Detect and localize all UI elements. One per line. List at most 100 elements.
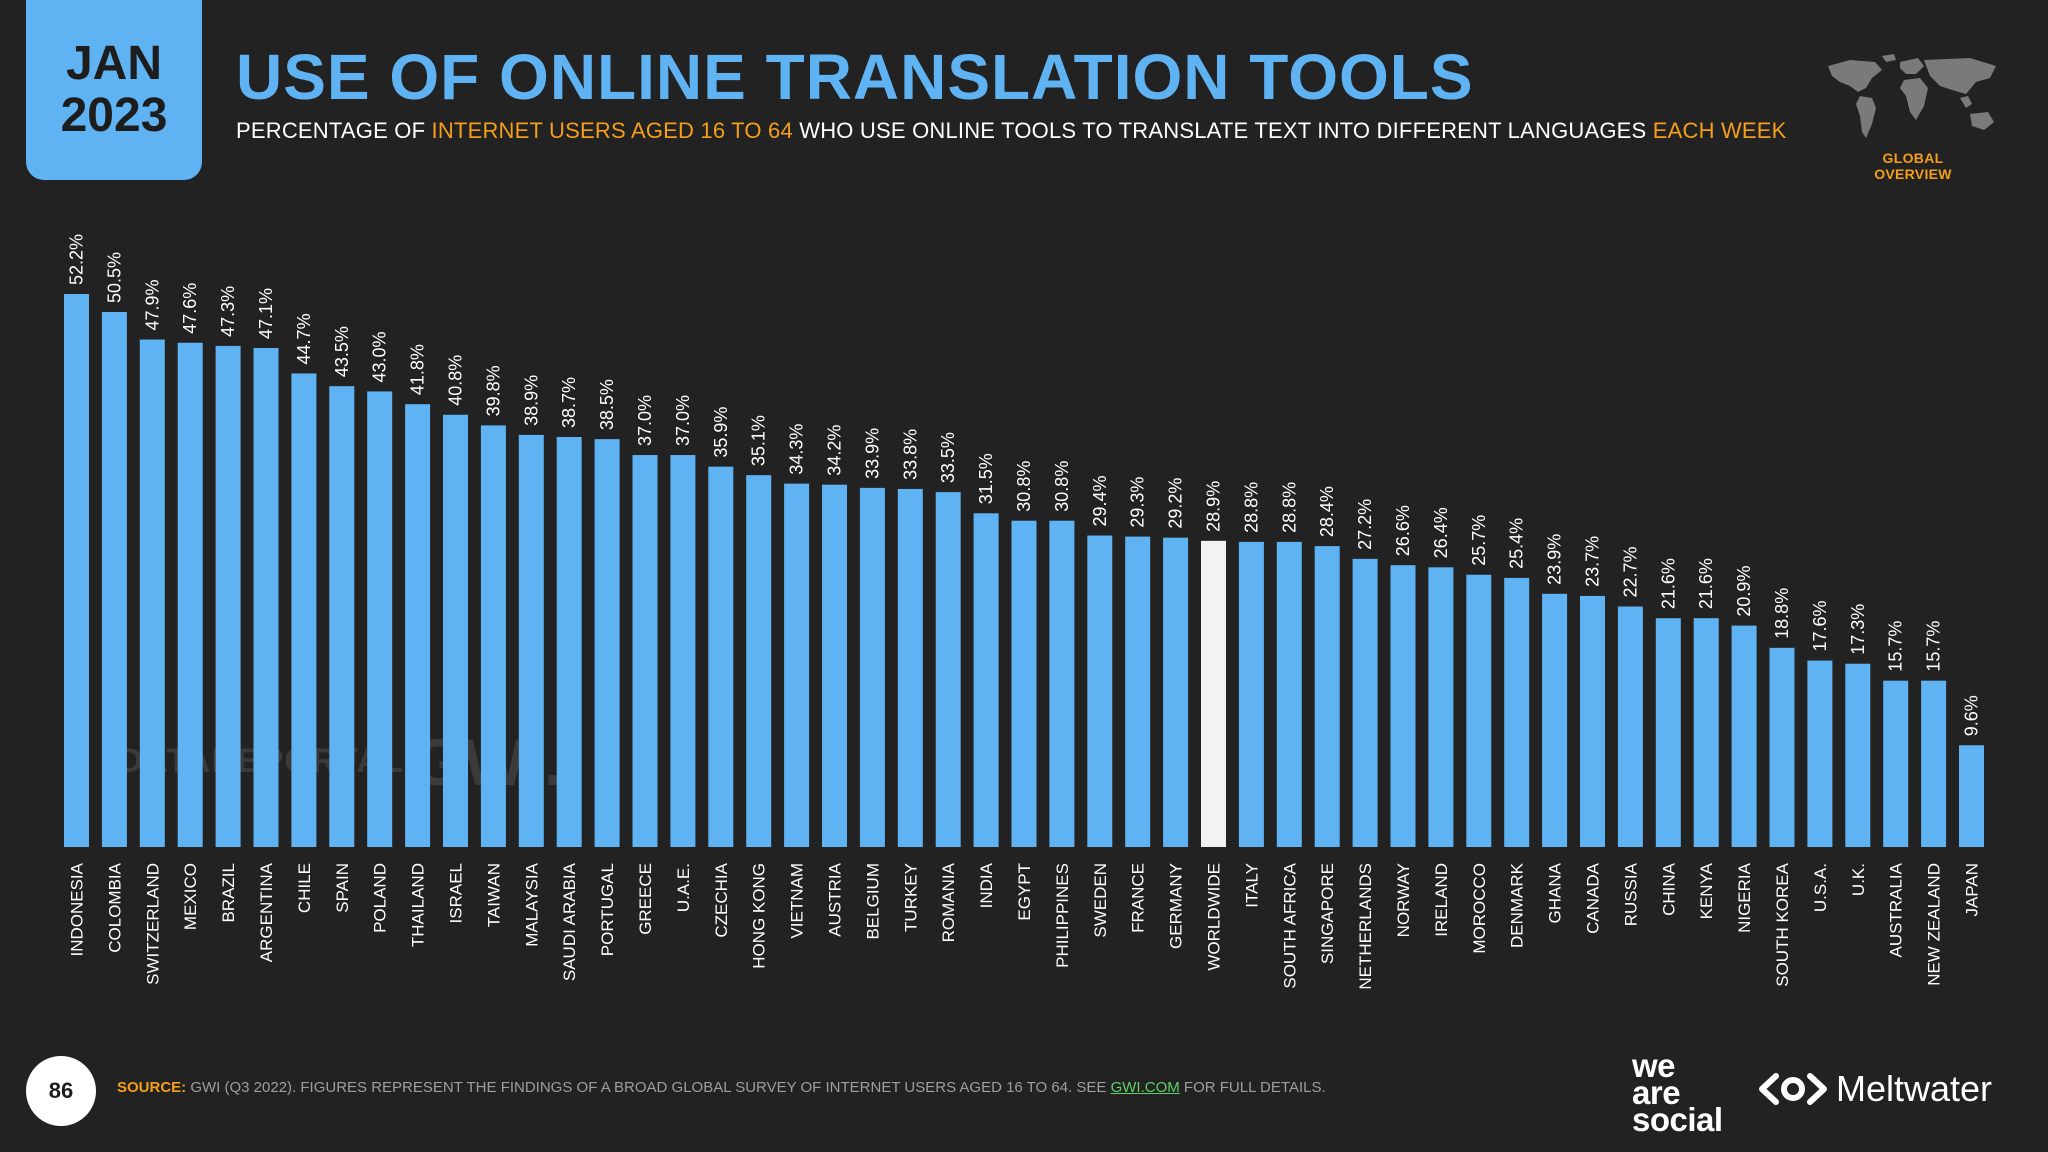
bar-israel [443, 414, 468, 847]
bar-switzerland [139, 339, 165, 847]
bar-u-s-a [1807, 660, 1833, 847]
value-label-u-s-a: 17.6% [1810, 601, 1830, 652]
category-label-greece: GREECE [636, 863, 655, 935]
value-label-colombia: 50.5% [104, 252, 124, 303]
logo-are: are [1632, 1074, 1681, 1111]
subtitle: PERCENTAGE OF INTERNET USERS AGED 16 TO … [236, 118, 1787, 144]
category-label-romania: ROMANIA [939, 862, 958, 942]
bar-belgium [859, 487, 885, 847]
category-label-norway: NORWAY [1394, 863, 1413, 937]
bar-china [1655, 618, 1681, 847]
bar-india [973, 513, 999, 847]
category-label-u-s-a: U.S.A. [1811, 863, 1830, 912]
category-label-kenya: KENYA [1697, 862, 1716, 919]
category-label-argentina: ARGENTINA [257, 862, 276, 962]
value-label-worldwide: 28.9% [1204, 481, 1224, 532]
source-note: SOURCE: GWI (Q3 2022). FIGURES REPRESENT… [117, 1079, 1326, 1096]
bar-greece [632, 455, 658, 847]
value-label-ghana: 23.9% [1545, 534, 1565, 585]
bar-u-a-e [670, 455, 696, 847]
value-label-israel: 40.8% [446, 355, 466, 406]
category-label-u-k: U.K. [1849, 863, 1868, 896]
category-label-indonesia: INDONESIA [68, 862, 87, 956]
category-label-russia: RUSSIA [1621, 862, 1640, 926]
category-label-hong-kong: HONG KONG [750, 863, 769, 969]
section-label: GLOBAL OVERVIEW [1874, 150, 1952, 182]
source-link[interactable]: GWI.COM [1110, 1079, 1180, 1096]
meltwater-wordmark: Meltwater [1836, 1068, 1993, 1109]
value-label-sweden: 29.4% [1090, 475, 1110, 526]
category-label-japan: JAPAN [1963, 863, 1982, 917]
bar-kenya [1693, 618, 1719, 847]
value-label-u-a-e: 37.0% [673, 395, 693, 446]
bar-netherlands [1352, 558, 1378, 847]
category-label-india: INDIA [977, 862, 996, 908]
value-label-new-zealand: 15.7% [1924, 621, 1944, 672]
category-label-switzerland: SWITZERLAND [143, 863, 162, 985]
bar-morocco [1466, 574, 1492, 847]
category-label-worldwide: WORLDWIDE [1205, 863, 1224, 971]
bar-worldwide [1201, 540, 1226, 847]
category-label-philippines: PHILIPPINES [1053, 863, 1072, 968]
category-label-turkey: TURKEY [901, 863, 920, 932]
bar-romania [935, 492, 961, 847]
category-label-denmark: DENMARK [1508, 862, 1527, 948]
bar-egypt [1011, 520, 1037, 847]
value-label-japan: 9.6% [1962, 695, 1982, 736]
value-label-south-korea: 18.8% [1772, 588, 1792, 639]
category-label-malaysia: MALAYSIA [522, 862, 541, 946]
category-label-taiwan: TAIWAN [484, 863, 503, 927]
bar-spain [329, 386, 355, 847]
category-label-saudi-arabia: SAUDI ARABIA [560, 862, 579, 981]
value-label-belgium: 33.9% [862, 428, 882, 479]
bar-sweden [1087, 535, 1113, 847]
bar-ireland [1428, 567, 1454, 847]
bar-hong-kong [746, 475, 772, 847]
value-label-saudi-arabia: 38.7% [559, 377, 579, 428]
value-label-australia: 15.7% [1886, 621, 1906, 672]
category-label-belgium: BELGIUM [863, 863, 882, 940]
bar-colombia [101, 312, 127, 847]
value-label-nigeria: 20.9% [1734, 566, 1754, 617]
value-label-hong-kong: 35.1% [749, 415, 769, 466]
category-label-austria: AUSTRIA [826, 862, 845, 936]
bar-russia [1617, 606, 1643, 847]
date-badge-year: 2023 [60, 89, 168, 142]
subtitle-part-1: PERCENTAGE OF [236, 118, 432, 143]
category-label-morocco: MOROCCO [1470, 863, 1489, 954]
value-label-argentina: 47.1% [256, 288, 276, 339]
source-text-1: GWI (Q3 2022). FIGURES REPRESENT THE FIN… [186, 1079, 1111, 1096]
bar-mexico [177, 342, 203, 847]
category-label-australia: AUSTRALIA [1887, 862, 1906, 957]
world-map-icon [1828, 54, 1996, 138]
value-label-denmark: 25.4% [1507, 518, 1527, 569]
value-label-thailand: 41.8% [408, 344, 428, 395]
bar-australia [1883, 680, 1909, 847]
category-label-czechia: CZECHIA [712, 862, 731, 937]
value-label-u-k: 17.3% [1848, 604, 1868, 655]
bar-philippines [1049, 520, 1075, 847]
value-label-russia: 22.7% [1620, 546, 1640, 597]
value-label-chile: 44.7% [294, 313, 314, 364]
bar-turkey [897, 488, 923, 847]
value-label-switzerland: 47.9% [142, 280, 162, 331]
category-label-south-africa: SOUTH AFRICA [1280, 862, 1299, 988]
value-label-poland: 43.0% [370, 331, 390, 382]
subtitle-highlight-audience: INTERNET USERS AGED 16 TO 64 [431, 118, 793, 143]
category-label-new-zealand: NEW ZEALAND [1925, 863, 1944, 986]
bar-germany [1163, 537, 1189, 847]
bar-south-korea [1769, 647, 1795, 847]
value-label-austria: 34.2% [825, 425, 845, 476]
date-badge-month: JAN [65, 37, 163, 90]
bar-singapore [1314, 546, 1340, 847]
bar-new-zealand [1921, 680, 1947, 847]
category-label-poland: POLAND [371, 863, 390, 933]
value-label-india: 31.5% [976, 453, 996, 504]
value-label-malaysia: 38.9% [521, 375, 541, 426]
bar-portugal [594, 439, 620, 847]
category-label-nigeria: NIGERIA [1735, 862, 1754, 933]
subtitle-part-3: WHO USE ONLINE TOOLS TO TRANSLATE TEXT I… [792, 118, 1653, 143]
category-label-vietnam: VIETNAM [788, 863, 807, 939]
value-label-indonesia: 52.2% [67, 234, 87, 285]
bar-japan [1959, 745, 1984, 847]
